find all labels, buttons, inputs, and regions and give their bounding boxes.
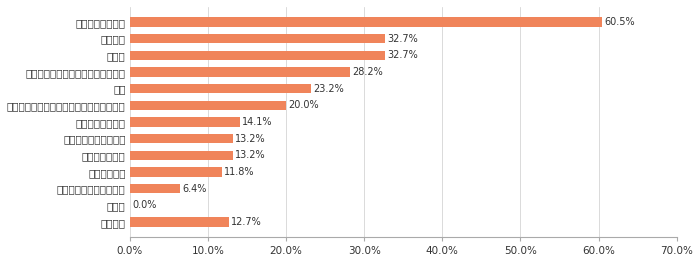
Bar	[130, 51, 385, 60]
Text: 60.5%: 60.5%	[605, 17, 636, 27]
Text: 13.2%: 13.2%	[235, 150, 266, 160]
Text: 11.8%: 11.8%	[225, 167, 255, 177]
Bar	[130, 184, 180, 193]
Bar	[130, 84, 311, 93]
Text: 12.7%: 12.7%	[232, 217, 262, 227]
Text: 28.2%: 28.2%	[353, 67, 383, 77]
Bar	[130, 151, 233, 160]
Bar	[130, 117, 240, 127]
Bar	[130, 67, 350, 77]
Text: 23.2%: 23.2%	[314, 84, 344, 94]
Text: 6.4%: 6.4%	[182, 184, 206, 194]
Text: 32.7%: 32.7%	[388, 50, 419, 60]
Text: 13.2%: 13.2%	[235, 134, 266, 144]
Bar	[130, 168, 222, 176]
Text: 32.7%: 32.7%	[388, 34, 419, 44]
Bar	[130, 134, 233, 143]
Text: 14.1%: 14.1%	[242, 117, 273, 127]
Bar	[130, 34, 385, 43]
Bar	[130, 218, 229, 226]
Text: 20.0%: 20.0%	[288, 100, 319, 110]
Text: 0.0%: 0.0%	[132, 200, 157, 210]
Bar	[130, 101, 286, 110]
Bar	[130, 17, 603, 27]
